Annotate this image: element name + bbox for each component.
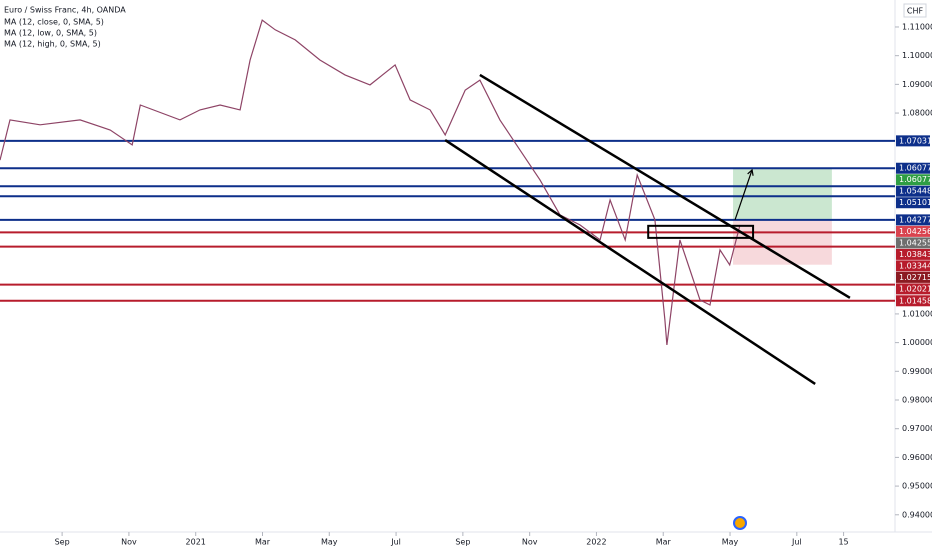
price-label-box [896, 283, 930, 295]
price-label: 1.06077 [899, 164, 932, 173]
x-tick-label: May [321, 538, 338, 547]
price-label: 1.03843 [899, 250, 932, 259]
y-tick-label: 0.94000 [902, 510, 932, 519]
price-label-box [896, 295, 930, 307]
zone-box [647, 224, 755, 239]
y-tick-label: 0.96000 [902, 453, 932, 462]
price-label-box [896, 237, 930, 249]
arrow-head [747, 168, 754, 176]
price-label: 1.06077 [899, 175, 932, 184]
y-tick-label: 1.08000 [902, 109, 932, 118]
y-tick-label: 1.11000 [902, 22, 932, 31]
y-tick-label: 1.01000 [902, 309, 932, 318]
trendline [444, 138, 816, 385]
price-label: 1.02021 [899, 284, 932, 293]
currency-box[interactable] [903, 3, 927, 18]
price-line [0, 19, 741, 345]
price-label-box [896, 248, 930, 260]
y-tick-label: 1.00000 [902, 338, 932, 347]
price-label: 1.04256 [899, 227, 932, 236]
x-tick-label: Jul [791, 538, 802, 547]
price-label: 1.02715 [899, 273, 932, 282]
y-tick-label: 0.97000 [902, 424, 932, 433]
price-label: 1.04255 [899, 238, 932, 247]
x-tick-label: Mar [255, 538, 271, 547]
arrow [734, 169, 753, 220]
price-label-box [896, 260, 930, 272]
x-tick-label: 2022 [586, 538, 606, 547]
price-label-box [896, 214, 930, 226]
price-label-box [896, 271, 930, 283]
price-label: 1.01458 [899, 296, 932, 305]
y-tick-label: 1.09000 [902, 80, 932, 89]
price-label: 1.05448 [899, 187, 932, 196]
events-icon[interactable] [733, 516, 747, 530]
price-label: 1.07031 [899, 136, 932, 145]
price-label: 1.03344 [899, 261, 932, 270]
trendline [479, 73, 851, 299]
price-label-box [896, 197, 930, 209]
y-tick-label: 0.95000 [902, 482, 932, 491]
profit-zone [733, 168, 832, 221]
price-label-box [896, 185, 930, 197]
y-tick-label: 0.98000 [902, 396, 932, 405]
price-label-box [896, 135, 930, 147]
y-tick-label: 0.99000 [902, 367, 932, 376]
indicator-label: MA (12, low, 0, SMA, 5) [4, 29, 97, 38]
x-tick-label: Sep [55, 538, 70, 547]
chart-title: Euro / Swiss Franc, 4h, OANDA [4, 6, 126, 15]
x-tick-label: 15 [838, 538, 848, 547]
x-tick-label: Jul [390, 538, 401, 547]
x-tick-label: 2021 [186, 538, 206, 547]
x-tick-label: Mar [656, 538, 672, 547]
price-label-box [896, 225, 930, 237]
x-tick-label: Sep [455, 538, 470, 547]
y-tick-label: 1.10000 [902, 51, 932, 60]
price-label: 1.04277 [899, 215, 932, 224]
indicator-label: MA (12, high, 0, SMA, 5) [4, 40, 101, 49]
x-tick-label: May [722, 538, 739, 547]
x-tick-label: Nov [522, 538, 538, 547]
currency[interactable]: CHF [907, 7, 924, 16]
x-tick-label: Nov [121, 538, 137, 547]
price-label-box [896, 174, 930, 186]
price-label-box [896, 162, 930, 174]
indicator-label: MA (12, close, 0, SMA, 5) [4, 18, 104, 27]
price-label: 1.05101 [899, 198, 932, 207]
